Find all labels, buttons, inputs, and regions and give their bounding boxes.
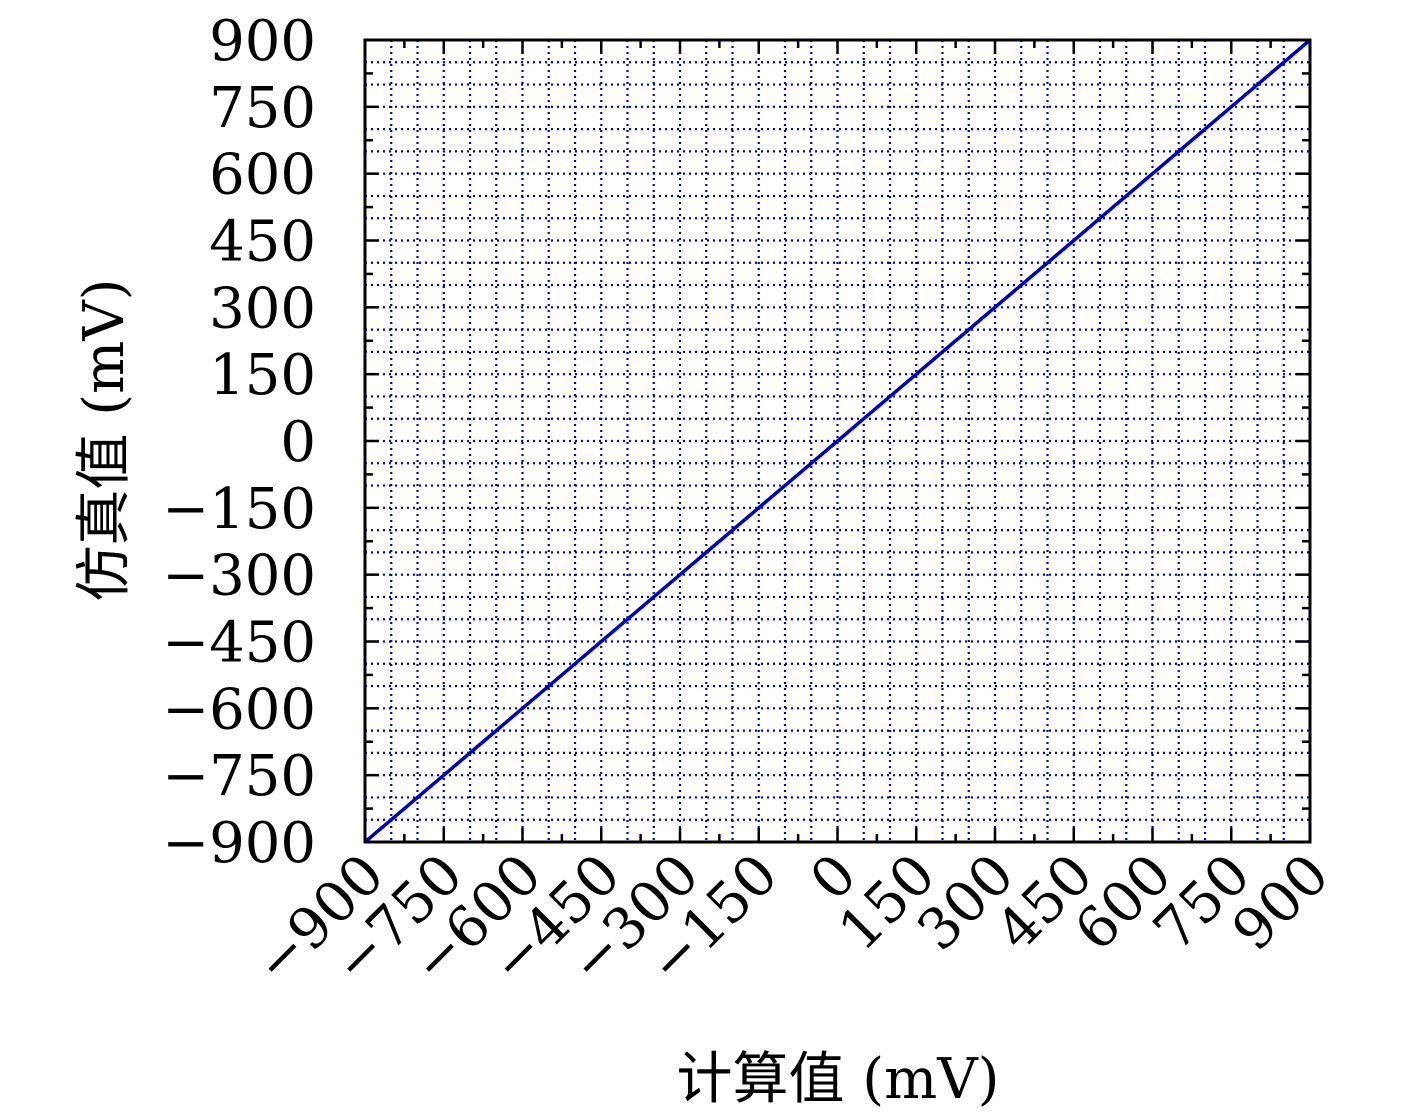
y-tick-label: −450 bbox=[162, 611, 316, 676]
y-tick-label: 450 bbox=[209, 210, 316, 275]
y-tick-label: 0 bbox=[280, 410, 316, 475]
data-series bbox=[363, 38, 1312, 844]
x-tick-label: 900 bbox=[1220, 842, 1342, 964]
y-axis-title: 仿真值 (mV) bbox=[72, 278, 137, 601]
axis-ticks bbox=[363, 38, 1312, 844]
y-tick-label: 600 bbox=[209, 143, 316, 208]
y-tick-label: −150 bbox=[162, 477, 316, 542]
x-tick-labels: −900−750−600−450−300−150 0150300450600750… bbox=[242, 842, 1342, 997]
y-tick-label: 300 bbox=[209, 276, 316, 341]
y-tick-label: −300 bbox=[162, 544, 316, 609]
y-tick-label: −600 bbox=[162, 677, 316, 742]
series-line bbox=[363, 38, 1312, 844]
y-tick-label: −900 bbox=[162, 811, 316, 876]
y-tick-labels: −900−750−600−450−300−1500150300450600750… bbox=[162, 9, 316, 876]
y-tick-label: −750 bbox=[162, 744, 316, 809]
x-axis-title: 计算值 (mV) bbox=[676, 1047, 999, 1112]
y-tick-label: 150 bbox=[209, 343, 316, 408]
grid bbox=[365, 40, 1310, 842]
y-tick-label: 900 bbox=[209, 9, 316, 74]
y-tick-label: 750 bbox=[209, 76, 316, 141]
